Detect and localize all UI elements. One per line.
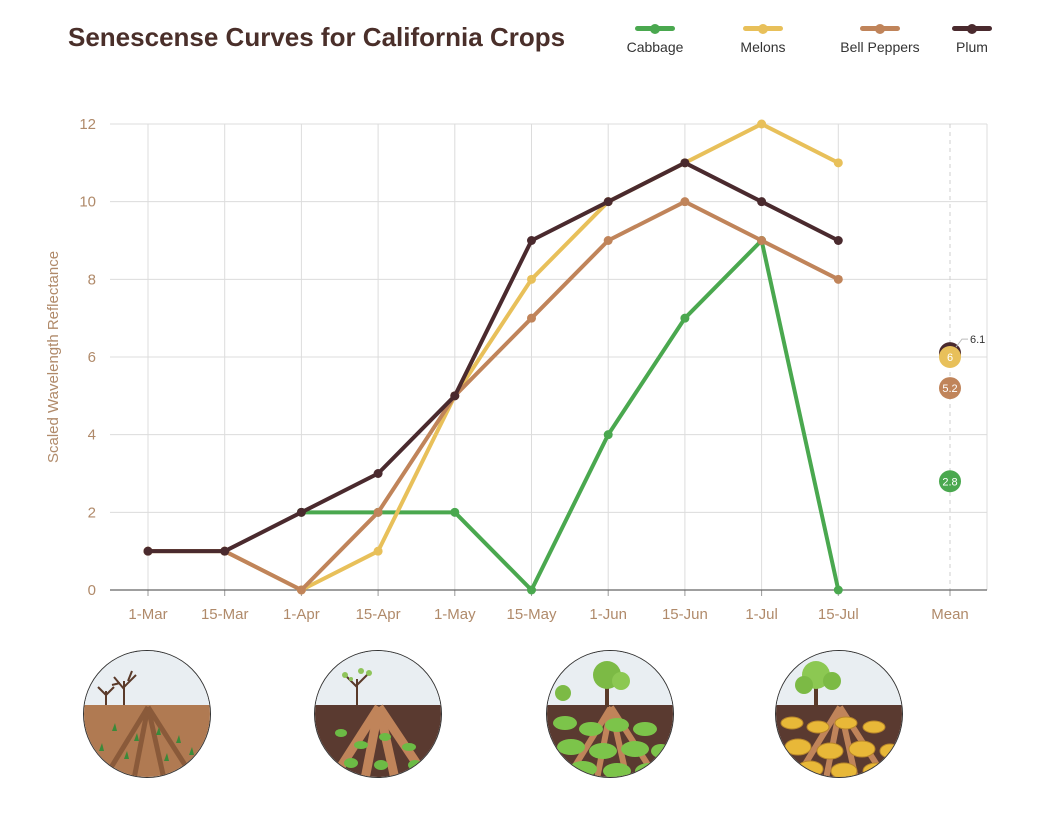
chart-means: 2.8 5.2 6.1 6 xyxy=(939,334,985,493)
x-tick-label-mean: Mean xyxy=(931,606,969,623)
y-tick-label: 12 xyxy=(79,116,96,133)
chart-grid xyxy=(110,123,988,591)
plum-legend-label: Plum xyxy=(956,39,988,55)
plum-data-point xyxy=(603,197,613,207)
x-tick-label: 1-Apr xyxy=(283,606,320,623)
melons-data-point xyxy=(527,274,536,284)
bell-peppers-legend-dot xyxy=(875,23,885,34)
chart-title: Senescense Curves for California Crops xyxy=(68,22,566,52)
melons-legend-swatch xyxy=(743,23,783,34)
plum-data-point xyxy=(527,236,536,245)
senescence-field-icon xyxy=(776,651,902,777)
y-tick-label: 8 xyxy=(88,271,96,288)
bell-peppers-legend-label: Bell Peppers xyxy=(840,39,920,55)
crop-stage-senescence-image xyxy=(775,650,903,778)
x-tick-label: 1-May xyxy=(434,606,476,623)
bell-peppers-series-line xyxy=(146,199,841,592)
crop-stage-full-growth-image xyxy=(546,650,674,778)
crop-stage-budding-image xyxy=(314,650,442,778)
bell-peppers-data-point xyxy=(373,507,383,517)
y-tick-label: 2 xyxy=(88,504,96,521)
legend-item-melons[interactable]: Melons xyxy=(708,23,818,55)
plum-data-point xyxy=(143,546,153,556)
plum-series-line xyxy=(146,160,841,554)
x-tick-label: 15-Jun xyxy=(662,606,708,623)
cabbage-data-point xyxy=(603,430,613,440)
melons-data-point xyxy=(757,119,767,129)
cabbage-legend-dot xyxy=(650,23,660,34)
legend-item-cabbage[interactable]: Cabbage xyxy=(600,23,710,55)
bell-peppers-data-point xyxy=(603,236,613,245)
x-tick-label: 1-Mar xyxy=(128,606,167,623)
melons-mean-label: 6 xyxy=(947,352,953,364)
chart-series xyxy=(143,119,843,595)
bell-peppers-data-point xyxy=(527,313,536,323)
melons-legend-dot xyxy=(758,23,768,34)
plum-data-point xyxy=(450,391,460,401)
y-tick-label: 4 xyxy=(88,427,96,444)
legend-item-bell-peppers[interactable]: Bell Peppers xyxy=(825,23,935,55)
y-tick-label: 10 xyxy=(79,194,96,211)
cabbage-legend-swatch xyxy=(635,23,675,34)
y-axis-label: Scaled Wavelength Reflectance xyxy=(45,251,62,463)
x-tick-label: 15-Jul xyxy=(818,606,859,623)
plum-data-point xyxy=(373,469,383,478)
bell-peppers-legend-swatch xyxy=(860,23,900,34)
plum-mean-leader-line xyxy=(955,338,968,348)
plum-data-point xyxy=(833,236,843,245)
bell-peppers-data-point xyxy=(296,585,306,595)
x-tick-label: 15-May xyxy=(506,606,557,623)
full-growth-field-icon xyxy=(547,651,673,777)
bell-peppers-data-point xyxy=(833,274,843,284)
chart-legend: Cabbage Melons Bell Peppers Plum xyxy=(600,23,1040,64)
chart-axes: 0 2 4 6 8 10 12 1-Mar 15-Mar 1-Apr 15-Apr 1-May 15-M… xyxy=(45,116,987,623)
x-tick-label: 1-Jun xyxy=(589,606,627,623)
bell-peppers-data-point xyxy=(680,197,690,207)
plum-data-point xyxy=(296,507,306,517)
cabbage-data-point xyxy=(680,313,690,323)
plum-data-point xyxy=(220,546,230,556)
dormant-field-icon xyxy=(84,651,210,777)
legend-item-plum[interactable]: Plum xyxy=(917,23,1027,55)
cabbage-data-point xyxy=(450,507,460,517)
melons-data-point xyxy=(833,158,843,168)
x-tick-label: 15-Mar xyxy=(201,606,249,623)
cabbage-mean-label: 2.8 xyxy=(942,476,957,488)
cabbage-mean-marker xyxy=(939,470,961,493)
melons-legend-label: Melons xyxy=(740,39,786,55)
cabbage-data-point xyxy=(527,585,536,595)
y-tick-label: 6 xyxy=(88,349,96,366)
bell-peppers-data-point xyxy=(757,236,767,245)
bell-peppers-mean-marker xyxy=(939,377,961,400)
bell-peppers-mean-label: 5.2 xyxy=(942,383,957,395)
plum-data-point xyxy=(680,158,690,168)
cabbage-series-line xyxy=(299,238,841,592)
x-tick-label: 15-Apr xyxy=(356,606,401,623)
y-tick-label: 0 xyxy=(88,582,96,599)
budding-field-icon xyxy=(315,651,441,777)
plum-legend-swatch xyxy=(952,23,992,34)
cabbage-legend-label: Cabbage xyxy=(626,39,684,55)
cabbage-data-point xyxy=(833,585,843,595)
plum-legend-dot xyxy=(967,23,977,34)
plum-data-point xyxy=(757,197,767,207)
crop-stage-dormant-image xyxy=(83,650,211,778)
melons-mean-marker xyxy=(939,346,961,368)
melons-data-point xyxy=(373,546,383,556)
x-tick-label: 1-Jul xyxy=(745,606,778,623)
plum-mean-label: 6.1 xyxy=(970,334,985,346)
